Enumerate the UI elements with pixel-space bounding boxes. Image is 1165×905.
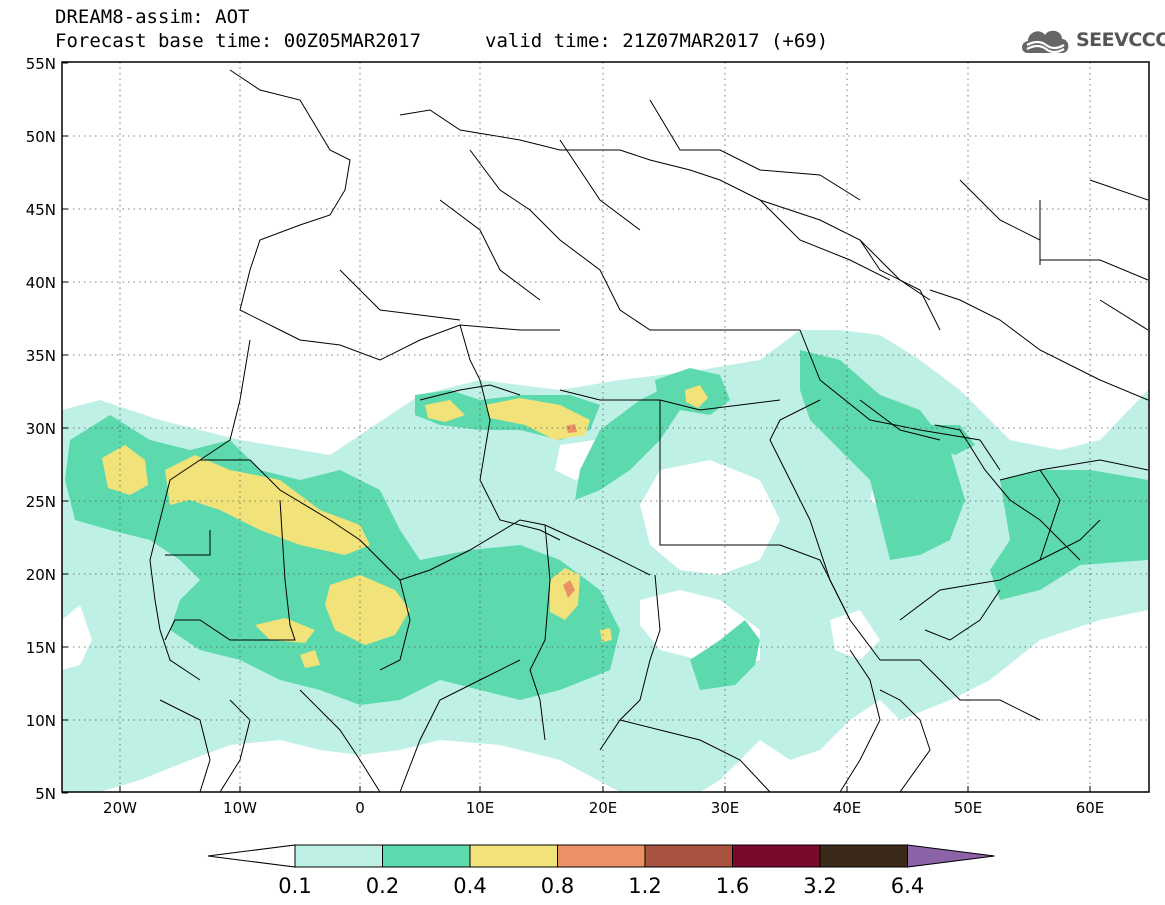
colorbar-segment [294, 844, 383, 868]
colorbar-label: 0.8 [541, 874, 574, 898]
colorbar-label: 0.1 [278, 874, 311, 898]
seevccc-logo: SEEVCCC [1018, 22, 1165, 58]
forecast-base-time: Forecast base time: 00Z05MAR2017 [55, 30, 422, 52]
lon-label: 10E [466, 799, 495, 817]
lon-label: 20E [589, 799, 618, 817]
colorbar-label: 1.2 [628, 874, 661, 898]
valid-time: valid time: 21Z07MAR2017 (+69) [485, 30, 829, 52]
aot-band-0.4 [102, 385, 708, 668]
lat-label: 15N [26, 639, 56, 657]
aot-fields [62, 69, 1149, 792]
lat-label: 45N [26, 201, 56, 219]
lat-label: 35N [26, 347, 56, 365]
colorbar-segment [644, 844, 733, 868]
colorbar-label: 6.4 [891, 874, 924, 898]
lon-label: 60E [1076, 799, 1105, 817]
lat-label: 50N [26, 128, 56, 146]
lon-label: 50E [954, 799, 983, 817]
lat-label: 10N [26, 712, 56, 730]
cloud-icon [1022, 30, 1069, 54]
aot-band-0.8 [563, 424, 577, 598]
lat-label: 40N [26, 274, 56, 292]
colorbar-label: 3.2 [803, 874, 836, 898]
colorbar-segment [732, 844, 821, 868]
lat-label: 55N [26, 55, 56, 73]
lon-label: 40E [833, 799, 862, 817]
map-title: DREAM8-assim: AOT [55, 6, 250, 28]
colorbar-label: 0.4 [453, 874, 486, 898]
colorbar-segment [469, 844, 558, 868]
colorbar-over-arrow [907, 844, 995, 868]
aot-colorbar: 0.1 0.2 0.4 0.8 1.2 1.6 3.2 6.4 [207, 844, 995, 898]
colorbar-segment [819, 844, 908, 868]
lon-label: 20W [103, 799, 137, 817]
latitude-axis: 55N 50N 45N 40N 35N 30N 25N 20N 15N 10N 5N [26, 55, 68, 803]
lat-label: 20N [26, 566, 56, 584]
colorbar-label: 1.6 [716, 874, 749, 898]
graticule [62, 62, 1149, 792]
country-borders [149, 69, 1149, 792]
lat-label: 25N [26, 493, 56, 511]
colorbar-segment [557, 844, 646, 868]
colorbar-segment [382, 844, 471, 868]
lon-label: 0 [355, 799, 365, 817]
colorbar-under-arrow [207, 844, 296, 868]
lon-label: 30E [711, 799, 740, 817]
lat-label: 5N [35, 785, 56, 803]
map-frame [61, 61, 1150, 793]
colorbar-label: 0.2 [366, 874, 399, 898]
logo-text: SEEVCCC [1076, 29, 1165, 51]
lat-label: 30N [26, 420, 56, 438]
lon-label: 10W [223, 799, 257, 817]
longitude-axis: 20W 10W 0 10E 20E 30E 40E 50E 60E [103, 786, 1104, 817]
